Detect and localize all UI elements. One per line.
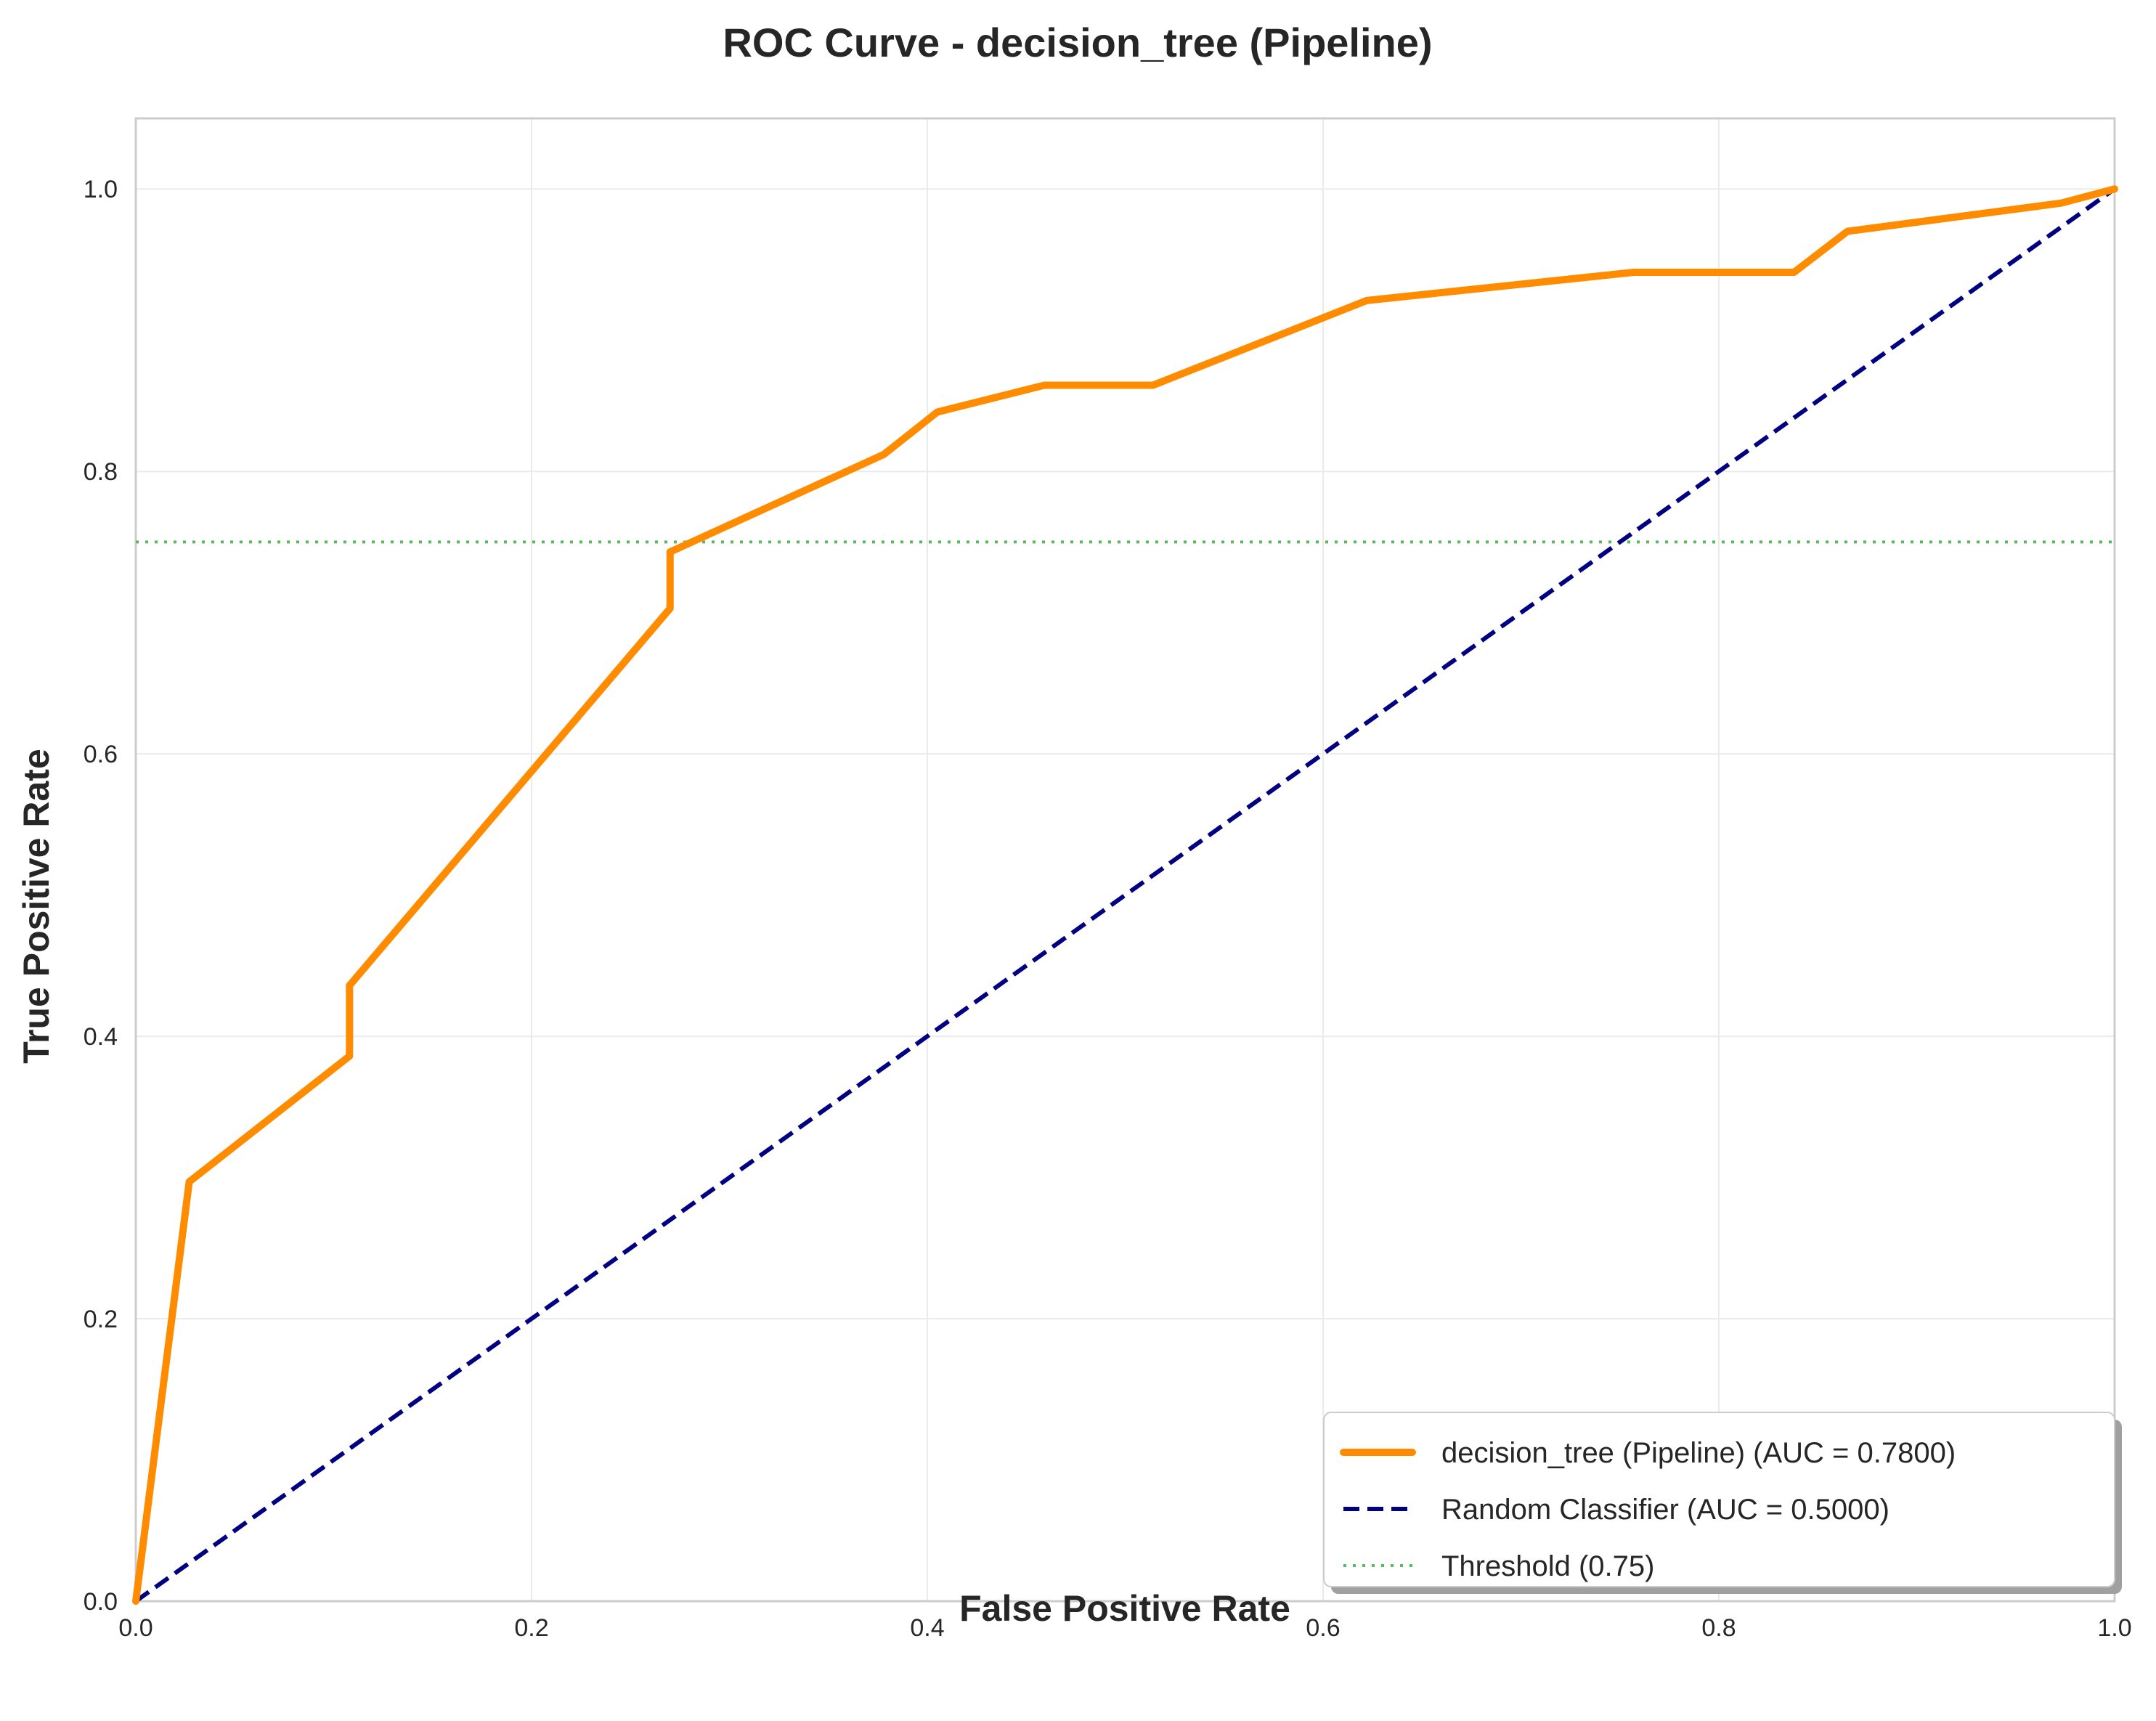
y-tick-label: 0.6: [84, 741, 118, 768]
y-tick-label: 0.4: [84, 1023, 118, 1051]
y-tick-label: 1.0: [84, 176, 118, 203]
legend-label: decision_tree (Pipeline) (AUC = 0.7800): [1441, 1437, 1956, 1469]
legend-label: Random Classifier (AUC = 0.5000): [1441, 1494, 1889, 1526]
plot-frame: [134, 117, 2116, 1603]
y-axis-label: True Positive Rate: [16, 749, 57, 1064]
x-tick-label: 0.4: [910, 1614, 944, 1642]
x-axis-label: False Positive Rate: [959, 1588, 1290, 1629]
tick-labels: 0.0 0.2 0.4 0.6 0.8 1.0 0.0 0.2 0.4 0.6 0.8 1.0: [84, 176, 2132, 1642]
y-tick-label: 0.2: [84, 1306, 118, 1333]
grid-lines: [135, 118, 2115, 1602]
x-tick-label: 1.0: [2097, 1614, 2131, 1642]
x-tick-label: 0.0: [118, 1614, 152, 1642]
x-tick-label: 0.8: [1701, 1614, 1736, 1642]
y-tick-label: 0.0: [84, 1588, 118, 1616]
chart-title: ROC Curve - decision_tree (Pipeline): [723, 20, 1432, 65]
series-line-solid: [132, 185, 2118, 1605]
legend-items: decision_tree (Pipeline) (AUC = 0.7800) R…: [1340, 1437, 1956, 1582]
y-tick-label: 0.8: [84, 458, 118, 486]
series-layer: [132, 185, 2118, 1605]
legend-label: Threshold (0.75): [1441, 1550, 1654, 1582]
x-tick-label: 0.2: [514, 1614, 548, 1642]
x-tick-label: 0.6: [1306, 1614, 1340, 1642]
legend: decision_tree (Pipeline) (AUC = 0.7800) R…: [1323, 1412, 2122, 1594]
legend-box: [1323, 1412, 2115, 1587]
series-line-dashed: [134, 187, 2116, 1603]
